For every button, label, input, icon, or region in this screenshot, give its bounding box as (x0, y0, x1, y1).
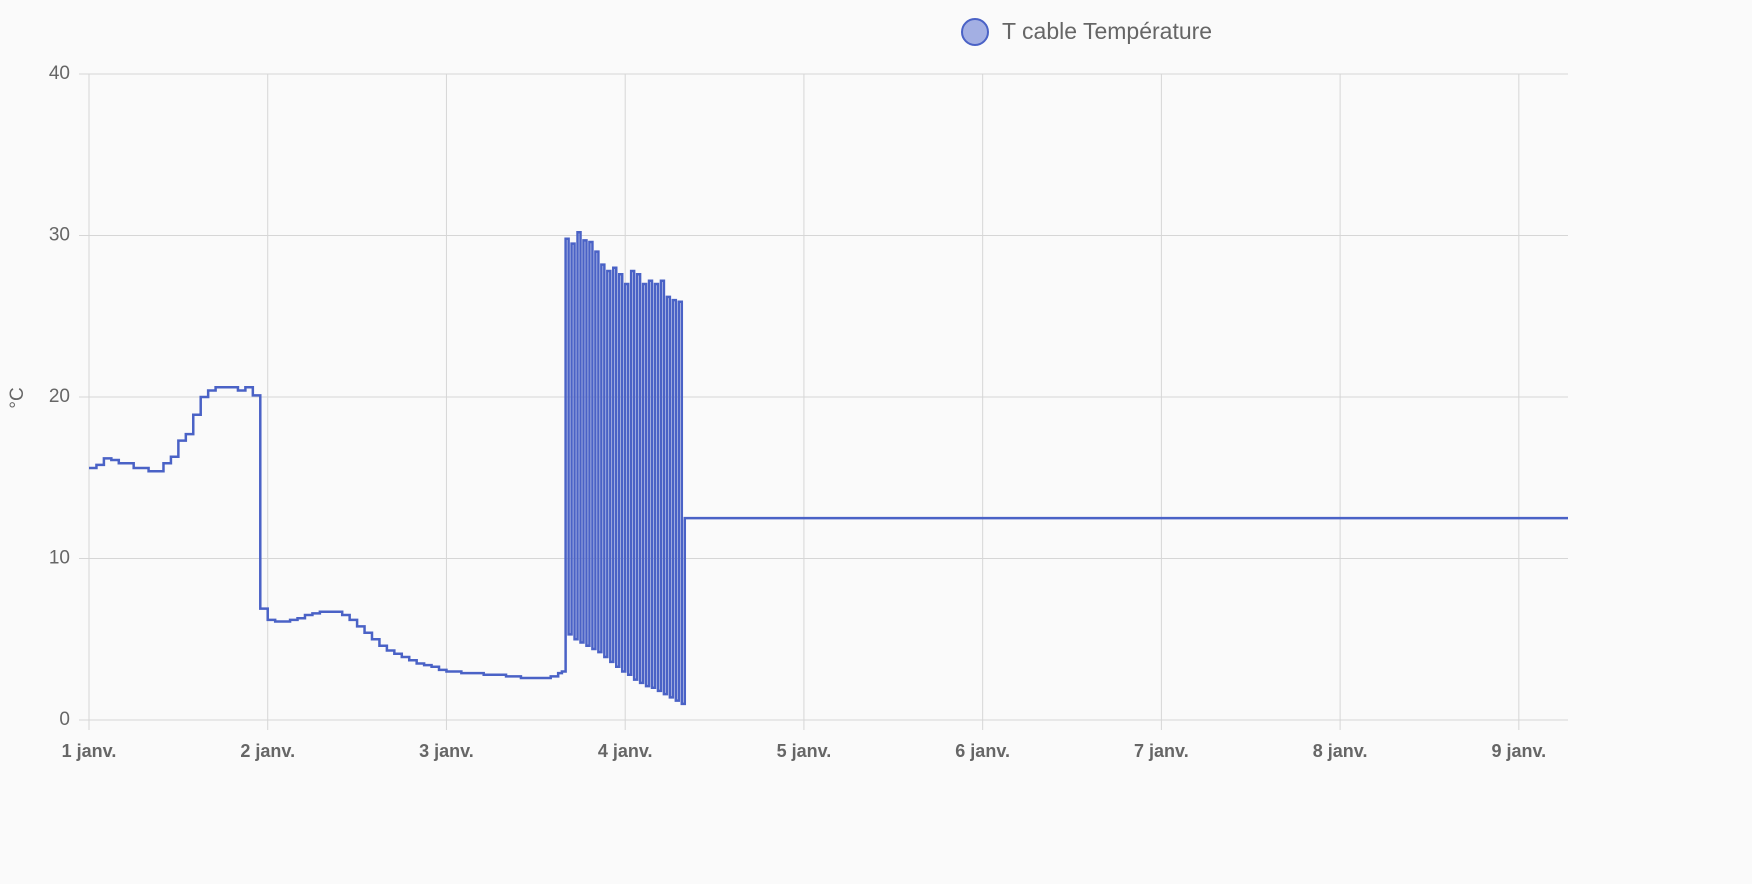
y-tick-label: 20 (49, 386, 70, 407)
x-tick-label: 8 janv. (1313, 741, 1368, 761)
x-tick-label: 2 janv. (240, 741, 295, 761)
y-axis-label: °C (7, 387, 28, 408)
data-line (89, 231, 1568, 706)
x-tick-label: 4 janv. (598, 741, 653, 761)
x-tick-label: 7 janv. (1134, 741, 1189, 761)
y-tick-label: 10 (49, 548, 70, 569)
x-tick-label: 3 janv. (419, 741, 474, 761)
y-tick-label: 40 (49, 63, 70, 84)
legend-marker[interactable] (961, 18, 989, 46)
x-tick-label: 6 janv. (955, 741, 1010, 761)
x-tick-label: 5 janv. (777, 741, 832, 761)
y-tick-label: 0 (59, 709, 70, 730)
x-tick-label: 9 janv. (1491, 741, 1546, 761)
y-tick-label: 30 (49, 225, 70, 246)
x-tick-label: 1 janv. (62, 741, 117, 761)
legend-label[interactable]: T cable Température (1002, 18, 1212, 44)
